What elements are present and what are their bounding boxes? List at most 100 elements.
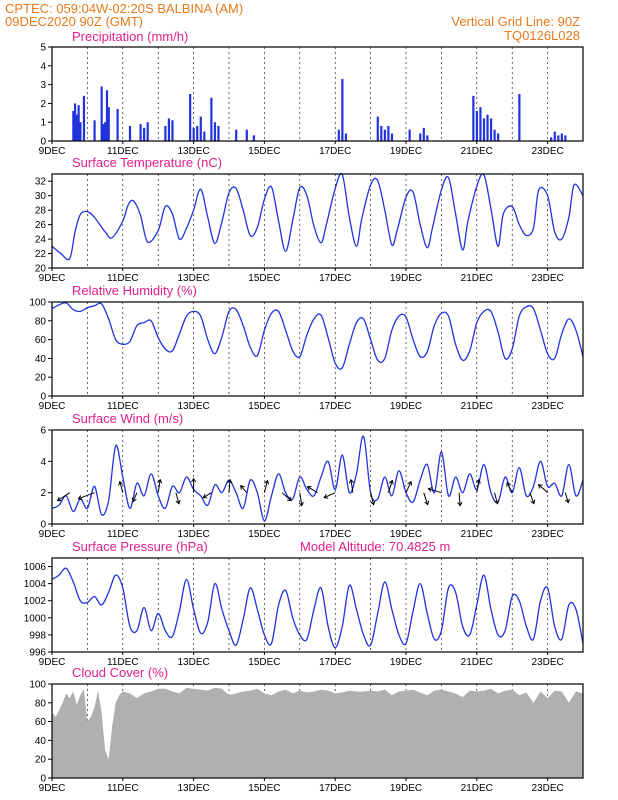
precip-bar	[82, 95, 86, 141]
x-tick-label: 15DEC	[248, 273, 280, 284]
y-tick-label: 996	[29, 648, 46, 659]
x-tick-label: 9DEC	[39, 146, 66, 157]
wind-arrowhead	[388, 479, 394, 485]
y-tick-label: 30	[35, 191, 47, 202]
wind-vector	[529, 492, 535, 504]
wind-arrowhead	[287, 496, 292, 502]
precip-bar	[100, 86, 103, 141]
x-tick-label: 23DEC	[531, 273, 563, 284]
x-tick-label: 13DEC	[177, 529, 209, 540]
plot-frame	[51, 46, 584, 142]
x-tick-label: 19DEC	[390, 529, 422, 540]
x-tick-label: 21DEC	[461, 529, 493, 540]
x-tick-label: 23DEC	[531, 783, 563, 794]
wind-vector	[263, 480, 268, 493]
wind-vector	[564, 492, 569, 503]
wind-vector	[307, 486, 318, 494]
wind-arrowhead	[424, 500, 430, 506]
panel-title-wind: Surface Wind (m/s)	[72, 411, 183, 426]
precip-bar	[518, 94, 521, 141]
precip-bar	[383, 129, 386, 141]
precip-bar	[235, 129, 238, 141]
precip-bar	[419, 133, 422, 141]
precip-bar	[167, 118, 171, 141]
y-tick-label: 80	[35, 316, 47, 327]
header-datetime: 09DEC2020 90Z (GMT)	[5, 14, 143, 29]
y-tick-label: 28	[35, 206, 47, 217]
x-tick-label: 9DEC	[39, 783, 66, 794]
wind-vector	[458, 492, 461, 506]
wind-arrowhead	[298, 501, 304, 507]
precip-bar	[210, 97, 213, 141]
precip-bar	[105, 90, 109, 141]
precip-bar	[196, 125, 199, 141]
x-tick-label: 15DEC	[248, 783, 280, 794]
precip-bar	[199, 116, 202, 141]
y-tick-label: 100	[29, 298, 46, 309]
x-tick-label: 23DEC	[531, 529, 563, 540]
x-tick-label: 15DEC	[248, 529, 280, 540]
wind-vector	[228, 479, 231, 493]
wind-arrowhead	[537, 484, 543, 489]
x-tick-label: 9DEC	[39, 273, 66, 284]
wind-arrowhead	[427, 487, 433, 493]
model-altitude-label: Model Altitude: 70.4825 m	[300, 539, 450, 554]
panel-title-pres: Surface Pressure (hPa)	[72, 539, 208, 554]
x-tick-label: 19DEC	[390, 401, 422, 412]
wind-arrowhead	[370, 500, 376, 506]
panel-temp: 20 22 24 26 28 30 32 9DEC 11DEC 13DEC 15DEC 17DEC 19…	[35, 155, 584, 284]
precip-bar	[472, 95, 475, 141]
x-tick-label: 17DEC	[319, 783, 351, 794]
wind-vector	[506, 482, 513, 493]
wind-vector	[476, 479, 480, 493]
wind-vector	[538, 484, 548, 494]
wind-arrowhead	[264, 479, 270, 485]
precip-bar	[104, 122, 107, 141]
y-tick-label: 26	[35, 220, 47, 231]
x-tick-label: 13DEC	[177, 146, 209, 157]
x-tick-label: 13DEC	[177, 657, 209, 668]
panel-pres: 996 998 1000 1002 1004 1006 9DEC 11DEC 13DEC 15DE…	[24, 539, 584, 668]
temp-series-line	[51, 172, 584, 261]
wind-arrowhead	[457, 501, 463, 507]
wind-vector	[405, 481, 412, 493]
wind-arrowhead	[131, 497, 137, 503]
x-tick-label: 15DEC	[248, 657, 280, 668]
wind-arrowhead	[77, 495, 83, 500]
wind-arrowhead	[475, 478, 481, 484]
precip-bar	[553, 131, 556, 141]
plot-frame	[51, 301, 584, 397]
x-tick-label: 13DEC	[177, 273, 209, 284]
precip-bar	[497, 133, 500, 141]
y-tick-label: 20	[35, 373, 47, 384]
x-tick-label: 13DEC	[177, 783, 209, 794]
panel-precip: 0 1 2 3 4 5 9DEC 11DEC 13DEC 15DEC 17DEC 19DEC 21DEC…	[39, 29, 584, 157]
wind-arrowhead	[306, 486, 312, 491]
wind-arrowhead	[227, 478, 233, 484]
y-tick-label: 32	[35, 177, 47, 188]
precip-bar	[387, 125, 390, 141]
y-tick-label: 60	[35, 717, 47, 728]
wind-arrowhead	[348, 478, 354, 484]
y-tick-label: 20	[35, 755, 47, 766]
precip-bar	[72, 110, 75, 141]
y-tick-label: 24	[35, 235, 47, 246]
precip-bar	[341, 78, 344, 141]
wind-arrowhead	[202, 493, 208, 499]
y-tick-label: 22	[35, 249, 47, 260]
wind-arrowhead	[564, 498, 570, 504]
wind-vector	[132, 492, 138, 502]
x-tick-label: 11DEC	[107, 146, 139, 157]
wind-vector	[78, 492, 95, 500]
x-tick-label: 23DEC	[531, 146, 563, 157]
precip-bar	[380, 125, 383, 141]
rh-series-line	[51, 302, 584, 370]
precip-bar	[550, 137, 553, 141]
precip-bar	[390, 133, 394, 141]
precip-bar	[203, 131, 206, 141]
wind-arrowhead	[506, 481, 511, 487]
y-tick-label: 80	[35, 698, 47, 709]
header-vgrid: Vertical Grid Line: 90Z	[451, 14, 580, 29]
wind-vector	[387, 480, 393, 493]
